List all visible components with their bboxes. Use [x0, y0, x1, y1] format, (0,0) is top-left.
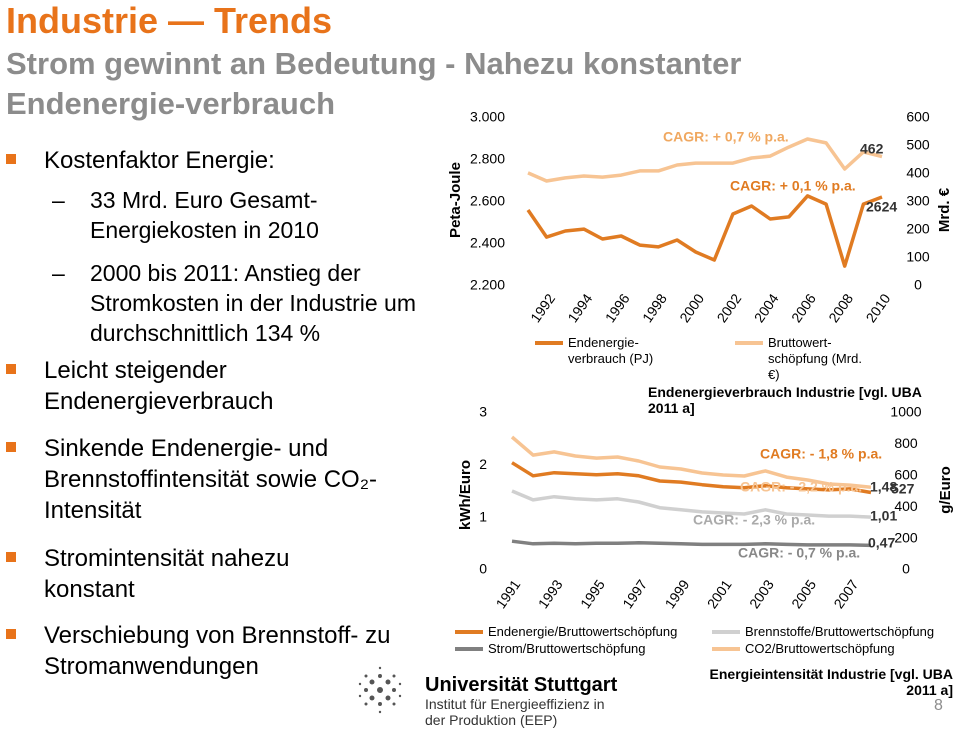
- legend-item: Endenergie-verbrauch (PJ): [535, 335, 670, 367]
- annotation: CAGR: - 0,7 % p.a.: [738, 545, 860, 561]
- y-axis-title: Peta-Joule: [447, 162, 464, 238]
- y-tick-label: 3.000: [470, 109, 505, 125]
- x-tick-label: 2007: [830, 577, 861, 612]
- x-tick-label: 2006: [788, 291, 819, 326]
- annotation: 462: [860, 141, 884, 157]
- legend-item: Brennstoffe/Bruttowertschöpfung: [712, 624, 960, 640]
- x-tick-label: 1995: [577, 577, 608, 612]
- x-tick-label: 2004: [751, 291, 782, 326]
- series-line: [511, 461, 872, 495]
- annotation: CAGR: - 2,2 % p.a.: [740, 479, 862, 495]
- institute-name: Institut für Energieeffizienz in der Pro…: [425, 696, 605, 728]
- x-tick-label: 2000: [676, 291, 707, 326]
- y2-axis-title: Mrd. €: [936, 187, 953, 232]
- y-tick-label: 3: [479, 404, 487, 420]
- logo: [358, 666, 402, 714]
- series-line: [510, 435, 872, 490]
- bullet: Stromintensität nahezu konstant: [0, 543, 384, 605]
- series-line: [511, 489, 872, 519]
- annotation: CAGR: - 2,3 % p.a.: [693, 512, 815, 528]
- y2-tick-label: 200: [894, 529, 918, 545]
- bullet: Leicht steigender Endenergieverbrauch: [0, 355, 344, 417]
- series-line: [527, 137, 883, 183]
- y-tick-label: 2.800: [470, 151, 505, 167]
- bullet: Verschiebung von Brennstoff- zu Stromanw…: [0, 620, 394, 682]
- legend-item: Strom/Bruttowertschöpfung: [455, 641, 715, 657]
- legend-label: CO2/Bruttowertschöpfung: [745, 641, 895, 656]
- annotation: CAGR: + 0,7 % p.a.: [663, 129, 789, 145]
- y2-tick-label: 800: [894, 435, 918, 451]
- annotation: CAGR: - 1,8 % p.a.: [760, 446, 882, 462]
- x-tick-label: 2008: [825, 291, 856, 326]
- legend-swatch: [712, 630, 740, 634]
- y2-tick-label: 0: [914, 277, 922, 293]
- x-tick-label: 2003: [746, 577, 777, 612]
- x-tick-label: 1999: [661, 577, 692, 612]
- annotation: 0,47: [868, 535, 895, 551]
- sub-bullet: 2000 bis 2011: Anstieg der Stromkosten i…: [0, 258, 460, 348]
- legend-label: Strom/Bruttowertschöpfung: [488, 641, 646, 656]
- y-tick-label: 2.200: [470, 277, 505, 293]
- y2-tick-label: 300: [906, 193, 930, 209]
- y2-tick-label: 200: [906, 221, 930, 237]
- annotation: 1,01: [870, 508, 897, 524]
- y2-tick-label: 600: [906, 109, 930, 125]
- x-tick-label: 1997: [619, 577, 650, 612]
- legend-item: Bruttowert-schöpfung (Mrd. €): [735, 335, 870, 383]
- bullet: Sinkende Endenergie- und Brennstoffinten…: [0, 433, 404, 526]
- chart-caption: Energieintensität Industrie [vgl. UBA 20…: [709, 666, 953, 698]
- legend-item: CO2/Bruttowertschöpfung: [712, 641, 960, 657]
- legend-swatch: [455, 647, 483, 651]
- legend-label: Bruttowert-schöpfung (Mrd. €): [768, 335, 862, 382]
- slide-title: Industrie — Trends: [6, 0, 333, 41]
- y2-tick-label: 500: [906, 137, 930, 153]
- legend-swatch: [535, 341, 563, 345]
- legend-swatch: [712, 647, 740, 651]
- annotation: 1,48: [870, 479, 897, 495]
- legend-swatch: [455, 630, 483, 634]
- x-tick-label: 1993: [535, 577, 566, 612]
- legend-label: Endenergie-verbrauch (PJ): [568, 335, 654, 366]
- annotation: 527: [891, 481, 915, 497]
- y-tick-label: 0: [479, 561, 487, 577]
- annotation: 2624: [866, 199, 897, 215]
- series-line: [526, 194, 883, 268]
- annotation: CAGR: + 0,1 % p.a.: [730, 178, 856, 194]
- y2-tick-label: 400: [894, 498, 918, 514]
- y2-tick-label: 600: [894, 467, 918, 483]
- y-tick-label: 2.600: [470, 193, 505, 209]
- y-tick-label: 2.400: [470, 235, 505, 251]
- y2-tick-label: 400: [906, 165, 930, 181]
- y-axis-title: kWh/Euro: [457, 460, 474, 530]
- x-tick-label: 2010: [863, 291, 894, 326]
- legend-label: Brennstoffe/Bruttowertschöpfung: [745, 624, 935, 639]
- legend-swatch: [735, 341, 763, 345]
- y-tick-label: 2: [479, 456, 487, 472]
- university-name: Universität Stuttgart: [425, 674, 618, 696]
- legend-item: Endenergie/Bruttowertschöpfung: [455, 624, 715, 640]
- y2-tick-label: 0: [902, 561, 910, 577]
- bullet: Kostenfaktor Energie:: [0, 145, 444, 176]
- x-tick-label: 1991: [493, 577, 524, 612]
- y2-axis-title: g/Euro: [937, 466, 954, 514]
- x-tick-label: 2002: [713, 291, 744, 326]
- x-tick-label: 1996: [602, 291, 633, 326]
- legend-label: Endenergie/Bruttowertschöpfung: [488, 624, 678, 639]
- chart-caption: Endenergieverbrauch Industrie [vgl. UBA …: [648, 384, 922, 416]
- y2-tick-label: 100: [906, 249, 930, 265]
- x-tick-label: 1992: [527, 291, 558, 326]
- series-line: [511, 539, 872, 548]
- y2-tick-label: 1000: [890, 404, 921, 420]
- page-number: 8: [934, 697, 943, 714]
- sub-bullet: 33 Mrd. Euro Gesamt-Energiekosten in 201…: [0, 185, 340, 245]
- x-tick-label: 2005: [788, 577, 819, 612]
- x-tick-label: 1994: [564, 291, 595, 326]
- x-tick-label: 1998: [639, 291, 670, 326]
- slide-subtitle: Strom gewinnt an Bedeutung - Nahezu kons…: [6, 46, 742, 121]
- x-tick-label: 2001: [704, 577, 735, 612]
- y-tick-label: 1: [479, 508, 487, 524]
